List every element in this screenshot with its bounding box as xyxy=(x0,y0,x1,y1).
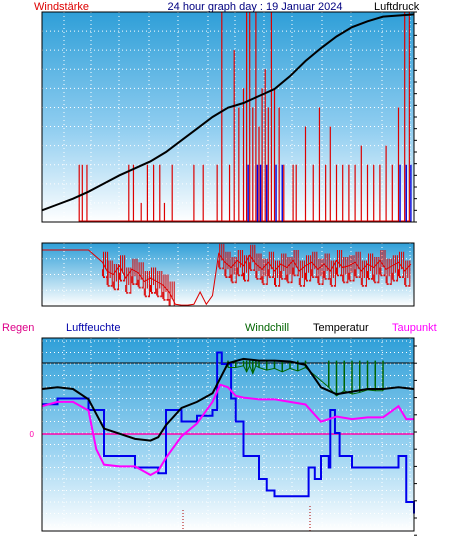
temperature-line xyxy=(41,357,415,442)
windchill-line xyxy=(228,364,383,397)
top-plot-area xyxy=(42,12,414,222)
dewpoint-line xyxy=(41,383,414,477)
wind-direction-line xyxy=(42,249,412,306)
mid-plot-frame xyxy=(41,242,415,307)
windchill-label: Windchill xyxy=(245,322,289,334)
temperatur-label: Temperatur xyxy=(313,322,369,334)
luftfeuchte-label: Luftfeuchte xyxy=(66,322,120,334)
taupunkt-label: Taupunkt xyxy=(392,322,437,334)
chart-title: 24 hour graph day : 19 Januar 2024 xyxy=(168,1,343,13)
pressure-line xyxy=(41,13,415,212)
rain-zero-label: 0 xyxy=(30,430,35,439)
luftdruck-label: Luftdruck xyxy=(374,1,420,13)
humidity-line xyxy=(42,351,415,514)
windstaerke-label: Windstärke xyxy=(34,1,89,13)
regen-label: Regen xyxy=(2,322,34,334)
bottom-plot-frame xyxy=(41,337,415,532)
